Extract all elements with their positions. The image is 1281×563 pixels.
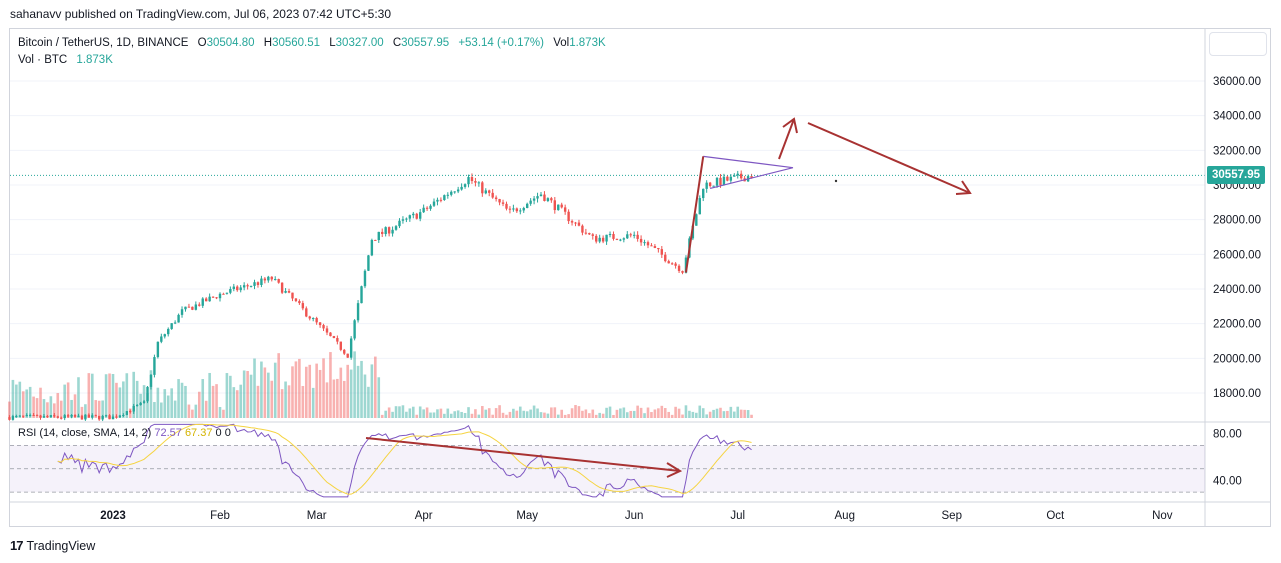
legend-open-value: 30504.80 (206, 37, 255, 49)
rsi-value: 72.57 (154, 427, 182, 439)
publish-info: sahanavv published on TradingView.com, J… (10, 7, 392, 21)
rsi-extra-2: 0 (224, 427, 231, 439)
legend-volume-row: Vol · BTC 1.873K (18, 52, 606, 69)
chart-settings-button[interactable] (1209, 32, 1267, 56)
rsi-title[interactable]: RSI (14, close, SMA, 14, 2) (18, 427, 152, 439)
footer-brand[interactable]: 17 TradingView (10, 538, 95, 553)
legend-close-value: 30557.95 (401, 37, 450, 49)
legend-change: +53.14 (+0.17%) (458, 37, 544, 49)
legend-open-label: O (197, 37, 207, 49)
legend-symbol[interactable]: Bitcoin / TetherUS, 1D, BINANCE (18, 37, 189, 49)
tradingview-logo-icon: 17 (10, 538, 24, 553)
rsi-sma-value: 67.37 (184, 427, 213, 439)
last-price-tag: 30557.95 (1207, 166, 1265, 184)
legend-close-label: C (392, 37, 402, 49)
legend-vol-value: 1.873K (569, 37, 606, 49)
legend-ohlc-row: Bitcoin / TetherUS, 1D, BINANCE O30504.8… (18, 35, 606, 52)
legend-volume-value: 1.873K (76, 54, 113, 66)
legend-low-value: 30327.00 (335, 37, 384, 49)
legend-volume-title[interactable]: Vol · BTC (18, 54, 68, 66)
rsi-extra-1: 0 (215, 427, 222, 439)
chart-frame (9, 28, 1271, 527)
legend-high-label: H (263, 37, 273, 49)
legend-high-value: 30560.51 (272, 37, 321, 49)
rsi-legend: RSI (14, close, SMA, 14, 2) 72.57 67.37 … (18, 427, 231, 439)
chart-legend: Bitcoin / TetherUS, 1D, BINANCE O30504.8… (18, 35, 606, 69)
brand-name: TradingView (26, 538, 96, 553)
legend-vol-label: Vol (553, 37, 570, 49)
legend-low-label: L (329, 37, 336, 49)
